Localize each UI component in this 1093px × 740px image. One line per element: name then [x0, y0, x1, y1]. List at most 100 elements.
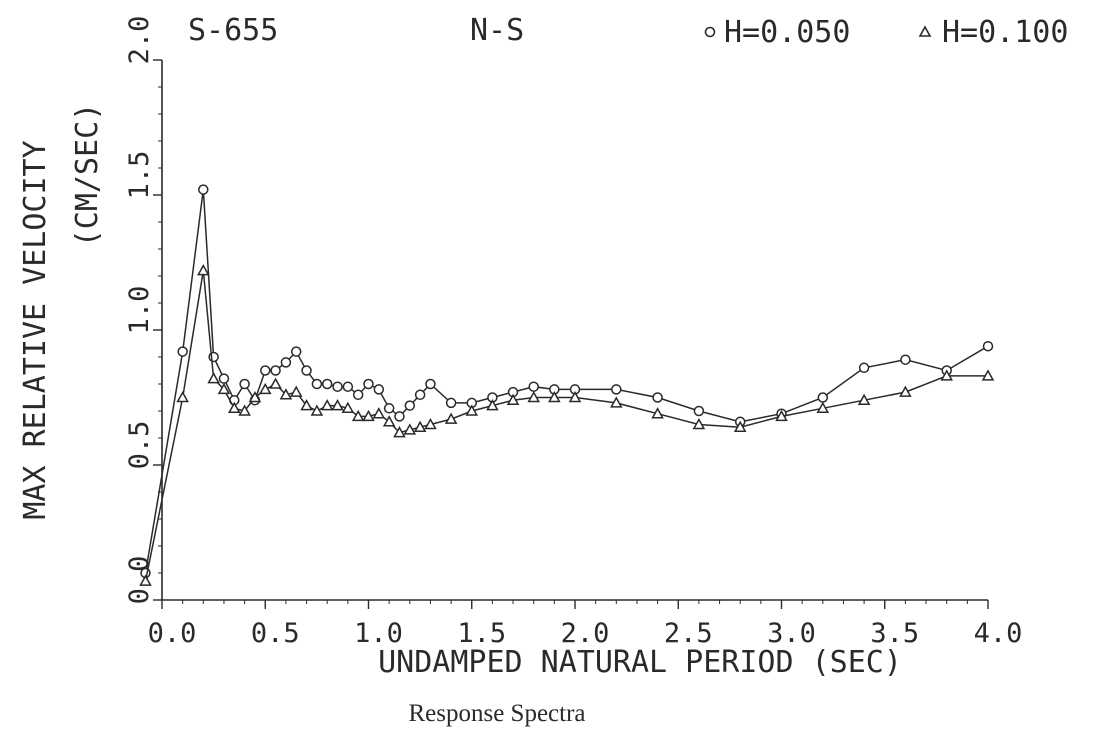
data-point — [445, 397, 457, 409]
data-point — [652, 392, 663, 403]
data-point — [198, 184, 209, 195]
y-tick-label: 1.0 — [124, 286, 155, 335]
data-point — [269, 377, 282, 389]
data-point — [270, 365, 281, 376]
data-point — [177, 346, 188, 357]
data-point — [373, 384, 385, 395]
data-point — [342, 381, 354, 392]
data-point — [393, 426, 406, 438]
data-point — [321, 378, 333, 390]
data-point — [311, 378, 323, 390]
data-point — [372, 407, 386, 419]
legend-series-2-label: H=0.100 — [942, 15, 1068, 50]
data-point — [197, 264, 210, 276]
data-point — [403, 423, 417, 435]
x-axis-label: UNDAMPED NATURAL PERIOD (SEC) — [378, 645, 902, 680]
component-label: N-S — [470, 13, 524, 48]
data-point — [528, 381, 539, 392]
data-point — [424, 417, 437, 430]
data-point — [207, 372, 220, 384]
data-point — [217, 382, 231, 395]
y-tick-label: 2.0 — [124, 16, 155, 65]
data-point — [775, 409, 788, 422]
data-point — [817, 392, 829, 403]
data-point — [982, 340, 994, 352]
legend-triangle-marker-icon — [918, 25, 932, 37]
x-tick-label: 1.0 — [354, 618, 403, 649]
data-point — [362, 409, 375, 422]
data-point — [548, 390, 561, 403]
data-point — [414, 389, 426, 401]
data-point — [858, 362, 870, 374]
data-point — [331, 399, 344, 411]
data-point — [981, 369, 995, 381]
data-point — [404, 400, 416, 411]
data-point — [363, 378, 374, 390]
data-point — [651, 407, 664, 419]
data-point — [258, 382, 272, 395]
data-point — [413, 420, 427, 432]
data-point — [289, 385, 303, 397]
data-point — [290, 346, 302, 357]
data-point — [383, 403, 395, 414]
data-point — [176, 390, 189, 403]
y-tick-label: 0.5 — [124, 421, 155, 470]
data-point — [300, 399, 313, 411]
y-axis-label-line-2: (CM/SEC) — [70, 103, 105, 248]
data-point — [332, 381, 343, 392]
data-point — [692, 417, 706, 430]
data-point — [568, 390, 582, 403]
data-point — [486, 399, 499, 411]
series-1-line — [144, 189, 989, 574]
data-point — [506, 393, 520, 405]
series-layer — [139, 184, 995, 586]
data-point — [352, 389, 364, 401]
data-point — [248, 390, 262, 403]
x-tick-label: 0.5 — [251, 618, 300, 649]
data-point — [260, 365, 271, 376]
data-point — [899, 385, 912, 397]
data-point — [611, 384, 622, 395]
data-point — [228, 401, 241, 414]
x-tick-label: 3.5 — [870, 618, 919, 649]
data-point — [816, 401, 830, 414]
data-point — [310, 404, 324, 416]
data-point — [693, 405, 705, 417]
data-point — [218, 373, 230, 384]
text-layer: S-655 N-S H=0.050 H=0.100 MAX RELATIVE V… — [18, 13, 1068, 727]
series-2-line — [144, 270, 988, 582]
data-point — [425, 378, 436, 390]
data-point — [238, 404, 251, 416]
y-tick-label: 1.5 — [124, 151, 155, 200]
data-point — [320, 399, 334, 411]
data-point — [527, 390, 540, 403]
series-1 — [140, 184, 994, 579]
x-tick-label: 0.0 — [148, 618, 197, 649]
legend: H=0.050 H=0.100 — [704, 15, 1068, 50]
series-2 — [139, 264, 995, 586]
data-point — [351, 409, 365, 422]
legend-series-1-label: H=0.050 — [724, 15, 850, 50]
data-point — [239, 378, 250, 390]
data-point — [857, 393, 871, 405]
x-tick-label: 2.5 — [664, 618, 713, 649]
y-axis-label-line-1: MAX RELATIVE VELOCITY — [18, 140, 53, 519]
data-point — [900, 354, 911, 365]
data-point — [139, 574, 152, 586]
data-point — [733, 420, 747, 432]
data-point — [610, 396, 623, 408]
x-tick-label: 1.5 — [457, 618, 506, 649]
station-label: S-655 — [188, 13, 278, 48]
data-point — [465, 404, 479, 416]
data-point — [279, 388, 293, 400]
axes: 0.0 0.5 1.0 1.5 2.0 2.5 3.0 3.5 4.0 0.0 0.5 1.0 1.5 2… — [124, 16, 1022, 649]
data-point — [940, 369, 953, 381]
figure-caption: Response Spectra — [408, 700, 585, 727]
data-point — [444, 412, 458, 424]
x-tick-label: 2.0 — [561, 618, 610, 649]
x-tick-label: 3.0 — [767, 618, 816, 649]
data-point — [394, 411, 405, 422]
legend-circle-marker-icon — [704, 26, 716, 38]
data-point — [208, 351, 219, 363]
